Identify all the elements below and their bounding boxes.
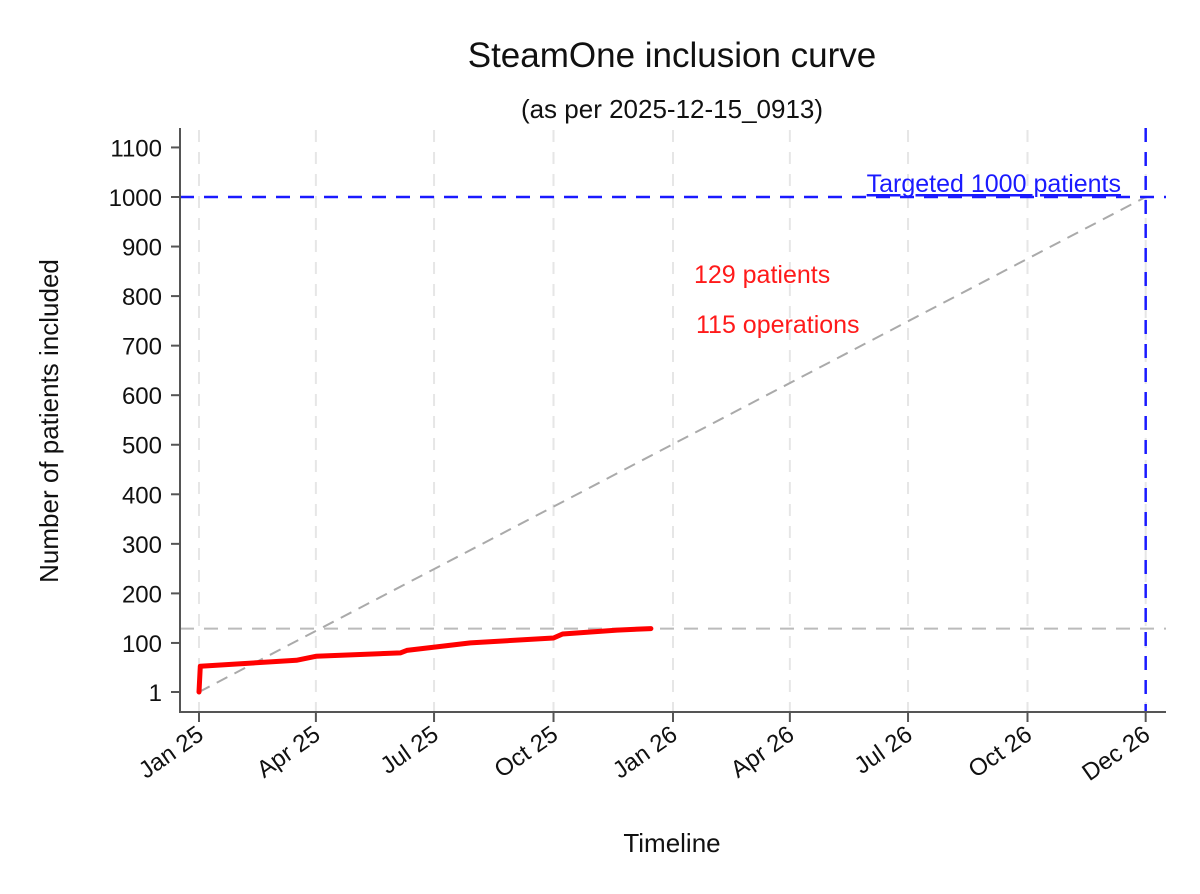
y-tick-label: 300: [122, 532, 162, 559]
x-tick-label: Jul 26: [850, 721, 918, 780]
grid: [198, 130, 1147, 712]
y-tick-label: 500: [122, 433, 162, 460]
y-tick-label: 1100: [110, 135, 162, 162]
x-tick-label: Jan 26: [608, 721, 683, 784]
x-ticks: Jan 25 Apr 25 Jul 25 Oct 25 Jan 26 Apr 26 Jul …: [134, 712, 1155, 787]
x-tick-label: Dec 26: [1077, 721, 1155, 787]
annotation-patients: 129 patients: [694, 261, 830, 289]
y-axis-label: Number of patients included: [34, 259, 64, 583]
annotation-target: Targeted 1000 patients: [867, 170, 1121, 198]
y-tick-label: 800: [122, 284, 162, 311]
y-tick-label: 700: [122, 334, 162, 361]
x-tick-label: Oct 26: [964, 721, 1037, 784]
y-tick-label: 1000: [109, 185, 162, 212]
x-tick-label: Apr 26: [726, 721, 799, 784]
reference-lines: [180, 128, 1166, 712]
x-tick-label: Jul 25: [376, 721, 444, 780]
target-trend-line: [198, 196, 1147, 693]
chart-title: SteamOne inclusion curve: [468, 36, 877, 75]
y-tick-label: 400: [122, 482, 162, 509]
x-axis-label: Timeline: [623, 828, 720, 858]
y-tick-label: 600: [122, 383, 162, 410]
y-tick-label: 900: [122, 235, 162, 262]
y-tick-label: 200: [122, 581, 162, 608]
x-tick-label: Jan 25: [134, 721, 209, 784]
series-layer: [196, 626, 654, 695]
x-tick-label: Apr 25: [252, 721, 325, 784]
x-tick-label: Oct 25: [490, 721, 563, 784]
chart-subtitle: (as per 2025-12-15_0913): [521, 94, 823, 124]
annotation-operations: 115 operations: [696, 311, 860, 339]
y-tick-label: 100: [122, 631, 162, 658]
inclusion-curve: [196, 626, 654, 695]
y-tick-label: 1: [149, 680, 162, 707]
